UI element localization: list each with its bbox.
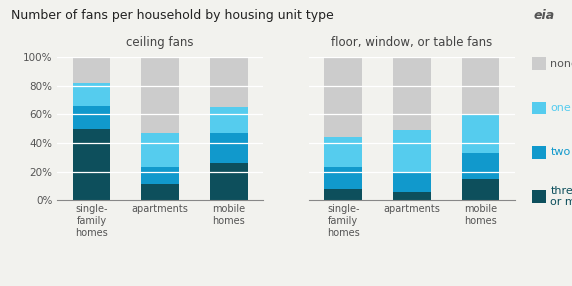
Bar	[324, 57, 362, 137]
Text: two: two	[550, 147, 570, 157]
Bar	[141, 133, 179, 167]
Bar	[210, 133, 248, 163]
Bar	[462, 57, 499, 114]
Bar	[141, 184, 179, 200]
Text: Number of fans per household by housing unit type: Number of fans per household by housing …	[11, 9, 334, 21]
Bar	[73, 106, 110, 129]
Text: eia: eia	[534, 9, 555, 21]
Bar	[141, 167, 179, 184]
Text: ceiling fans: ceiling fans	[126, 36, 194, 49]
Bar	[393, 192, 431, 200]
Bar	[462, 153, 499, 179]
Text: floor, window, or table fans: floor, window, or table fans	[331, 36, 492, 49]
Text: none: none	[550, 59, 572, 69]
Bar	[73, 129, 110, 200]
Bar	[462, 114, 499, 153]
Bar	[324, 137, 362, 167]
Bar	[210, 57, 248, 107]
Text: three
or more: three or more	[550, 186, 572, 207]
Text: one: one	[550, 103, 571, 113]
Bar	[324, 189, 362, 200]
Bar	[393, 130, 431, 173]
Bar	[324, 167, 362, 189]
Bar	[141, 57, 179, 133]
Bar	[210, 107, 248, 133]
Bar	[462, 179, 499, 200]
Bar	[73, 57, 110, 83]
Bar	[210, 163, 248, 200]
Bar	[73, 83, 110, 106]
Bar	[393, 173, 431, 192]
Bar	[393, 57, 431, 130]
